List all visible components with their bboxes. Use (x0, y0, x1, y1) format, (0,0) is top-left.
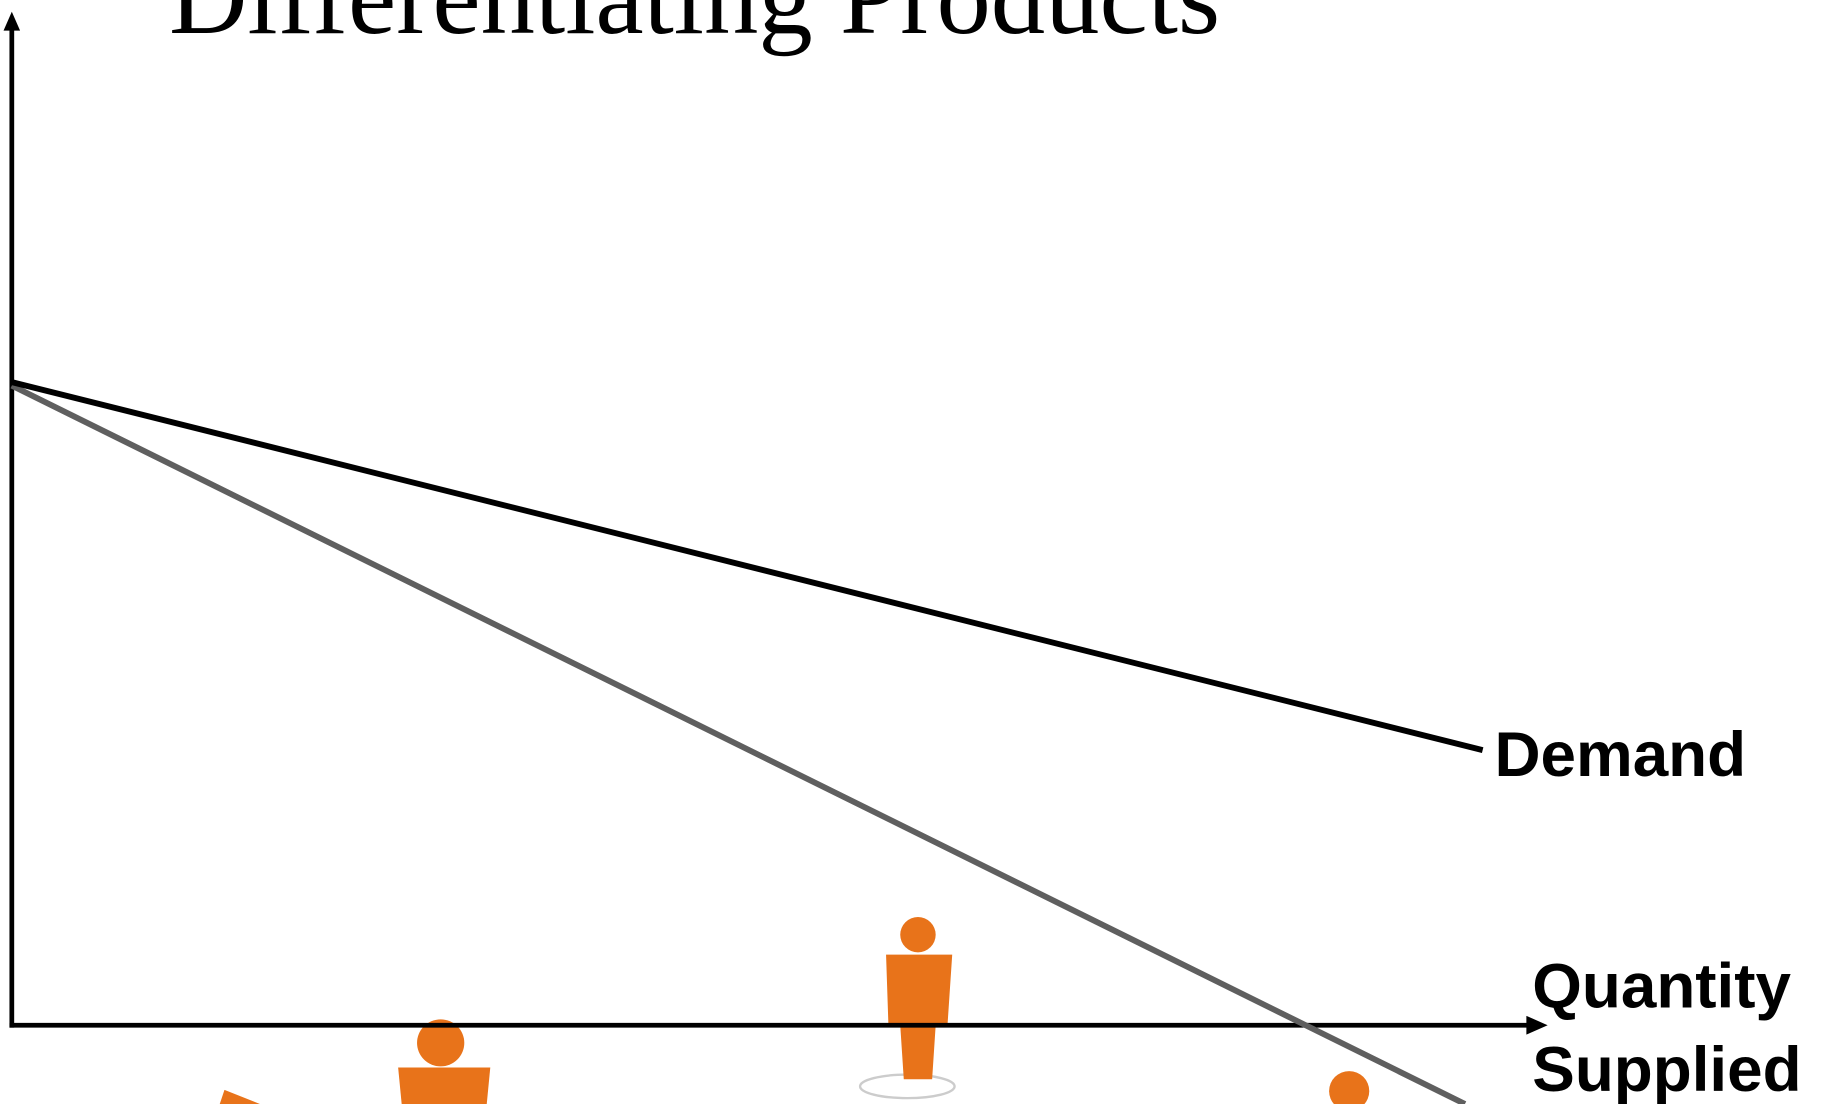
title: Differentiating Products (169, 0, 1220, 57)
demand-label: Demand (1494, 719, 1746, 790)
people-illustration (219, 917, 1370, 1104)
x-axis-label: Supplied (1532, 1034, 1801, 1104)
demand-line (11, 379, 1484, 753)
axes (9, 25, 1530, 1028)
x-axis-arrow (1526, 1015, 1548, 1035)
x-axis-label: Quantity (1532, 951, 1791, 1022)
y-axis-arrow (3, 11, 21, 31)
marginal-revenue-line (10, 383, 1467, 1104)
